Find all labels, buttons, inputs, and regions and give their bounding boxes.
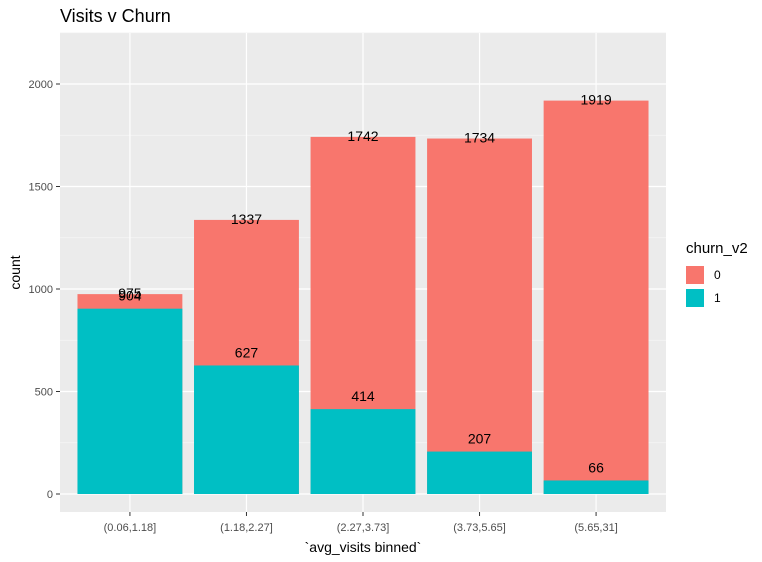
bar-0 [543, 100, 649, 494]
data-label-0: 1337 [231, 211, 262, 227]
data-label-1: 414 [351, 388, 375, 404]
y-tick-label: 500 [35, 387, 53, 399]
chart-title: Visits v Churn [60, 6, 171, 26]
y-axis-title: count [7, 255, 23, 289]
legend-swatch-0 [686, 265, 704, 284]
x-tick-label: (1.18,2.27] [220, 522, 273, 534]
bar-1 [194, 365, 299, 494]
x-tick-label: (0.06,1.18] [104, 522, 157, 534]
y-tick-label: 2000 [29, 79, 53, 91]
legend-item-0: 0 [686, 263, 748, 286]
x-axis-title: `avg_visits binned` [305, 539, 422, 555]
data-label-0: 1734 [464, 130, 495, 146]
bar-1 [310, 409, 416, 494]
x-tick-label: (5.65,31] [574, 522, 617, 534]
data-label-0: 1919 [580, 92, 611, 108]
legend-swatch-1 [686, 288, 704, 307]
bar-0 [427, 138, 532, 494]
legend-label-0: 0 [714, 267, 721, 282]
bar-1 [77, 308, 183, 494]
y-tick-label: 1000 [29, 284, 53, 296]
data-label-1: 627 [235, 344, 259, 360]
data-label-1: 66 [588, 459, 604, 475]
bar-1 [427, 451, 532, 494]
y-tick-label: 1500 [29, 182, 53, 194]
bar-1 [543, 480, 649, 494]
legend-item-1: 1 [686, 286, 748, 309]
data-label-0: 975 [118, 285, 142, 301]
x-tick-label: (3.73,5.65] [453, 522, 506, 534]
data-label-1: 207 [468, 431, 492, 447]
legend-label-1: 1 [714, 290, 721, 305]
data-label-0: 1742 [347, 128, 378, 144]
legend: churn_v2 0 1 [686, 240, 748, 309]
data-label-1: 904 [118, 288, 142, 304]
x-tick-label: (2.27,3.73] [337, 522, 390, 534]
y-tick-label: 0 [47, 489, 53, 501]
legend-title: churn_v2 [686, 240, 748, 257]
